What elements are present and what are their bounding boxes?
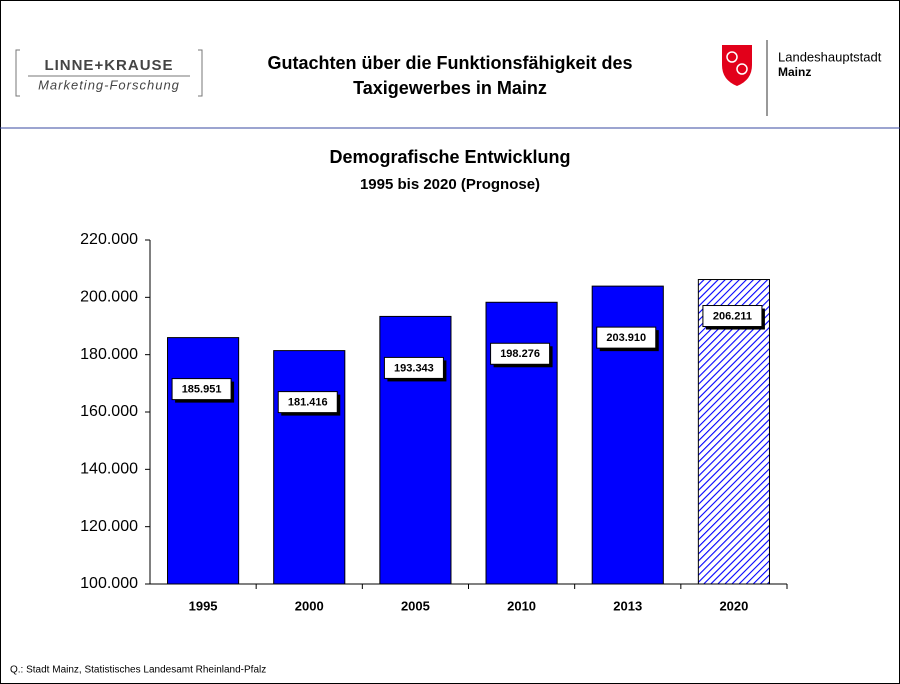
source-note: Q.: Stadt Mainz, Statistisches Landesamt… (10, 665, 266, 676)
wheel (726, 51, 738, 63)
value-label-box (596, 326, 657, 349)
value-label-box (702, 305, 763, 328)
y-tick-label: 160.000 (80, 403, 138, 420)
wheel (736, 63, 748, 75)
y-tick-label: 220.000 (80, 231, 138, 248)
value-label: 203.910 (606, 332, 646, 344)
x-tick-label: 2010 (507, 598, 536, 613)
value-label-box (277, 391, 338, 414)
x-tick-label: 1995 (189, 598, 218, 613)
y-tick-label: 140.000 (80, 461, 138, 478)
value-label: 206.211 (713, 310, 752, 322)
bar (167, 337, 240, 585)
x-tick-label: 2005 (401, 598, 430, 613)
shield (722, 45, 752, 86)
y-tick-label: 100.000 (80, 575, 138, 592)
logo-name: LINNE+KRAUSE (44, 57, 173, 74)
header-title: Gutachten über die Funktionsfähigkeit de… (267, 53, 632, 73)
logo: LINNE+KRAUSE Marketing-Forschung (15, 49, 203, 97)
plot: 100.000 120.000 140.000 160.000 180.000 200.0… (80, 231, 788, 613)
value-label: 198.276 (500, 348, 540, 360)
value-label-box (383, 356, 444, 379)
bar (697, 279, 770, 585)
coat-of-arms (722, 45, 752, 86)
chart-title: Demografische Entwicklung (329, 147, 570, 167)
value-label: 193.343 (394, 362, 434, 374)
y-tick-label: 120.000 (80, 518, 138, 535)
x-tick-label: 2000 (295, 598, 324, 613)
y-tick-label: 200.000 (80, 289, 138, 306)
header-title: Taxigewerbes in Mainz (353, 78, 547, 98)
x-tick-label: 2020 (719, 598, 748, 613)
chart-subtitle: 1995 bis 2020 (Prognose) (360, 176, 540, 193)
city-line2: Mainz (778, 65, 811, 79)
city-line1: Landeshauptstadt (778, 49, 882, 64)
y-tick-label: 180.000 (80, 346, 138, 363)
value-label: 181.416 (288, 397, 328, 409)
value-label-box (171, 378, 232, 401)
bar (379, 315, 452, 585)
value-label-box (490, 342, 551, 365)
x-tick-label: 2013 (613, 598, 642, 613)
logo-sub: Marketing-Forschung (38, 77, 180, 92)
logo-brackets (15, 49, 203, 97)
bar (273, 350, 346, 585)
value-label: 185.951 (182, 384, 222, 396)
